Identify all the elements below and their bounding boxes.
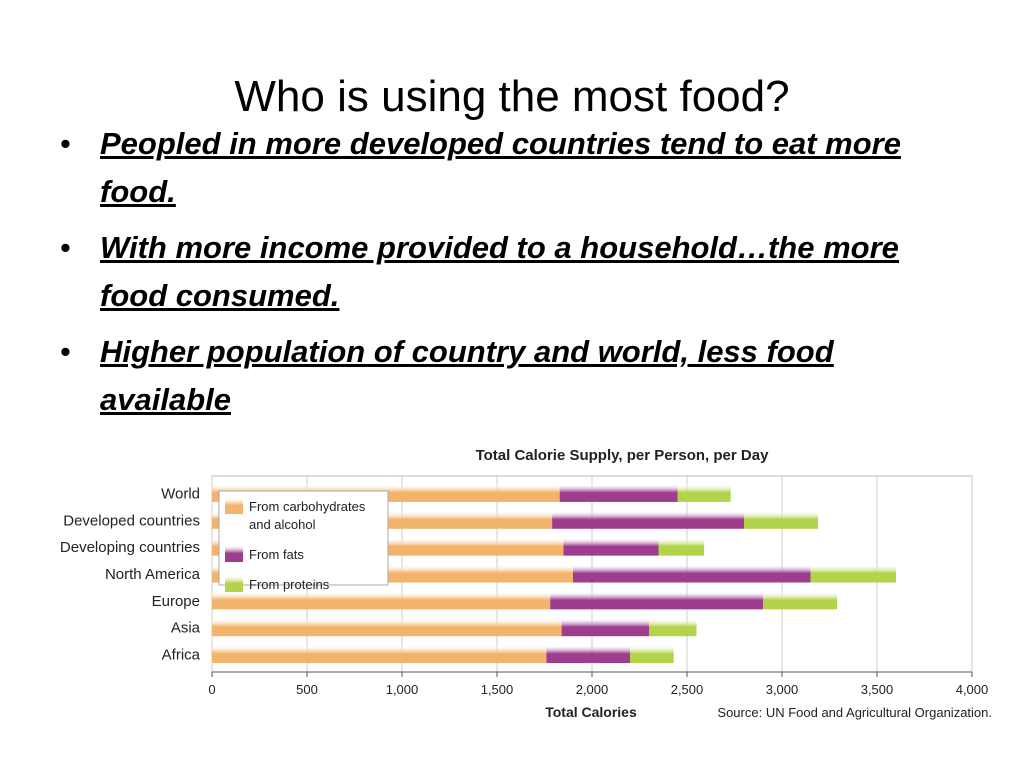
bar-segment <box>212 646 547 664</box>
x-axis-title: Total Calories <box>545 704 637 720</box>
bar-segment <box>763 592 838 610</box>
x-tick-label: 3,000 <box>766 682 799 697</box>
bar-segment <box>561 619 649 637</box>
bar-segment <box>810 565 896 583</box>
bar-segment <box>563 538 659 556</box>
bullet-dot-icon: • <box>60 126 71 161</box>
legend-swatch <box>225 546 243 562</box>
x-tick-label: 1,500 <box>481 682 514 697</box>
category-label: Developing countries <box>60 539 200 556</box>
category-label: Europe <box>152 593 200 610</box>
chart-source: Source: UN Food and Agricultural Organiz… <box>717 705 992 720</box>
x-tick-label: 0 <box>208 682 215 697</box>
legend-swatch <box>225 576 243 592</box>
bullet-text: Higher population of country and world, … <box>100 334 834 417</box>
category-label: Developed countries <box>63 512 200 529</box>
bullet-dot-icon: • <box>60 334 71 369</box>
bullet-item: • Higher population of country and world,… <box>60 328 960 424</box>
bullet-item: • With more income provided to a househol… <box>60 224 960 320</box>
bar-segment <box>212 619 562 637</box>
bar-segment <box>573 565 811 583</box>
bar-segment <box>630 646 674 664</box>
bar-segment <box>649 619 697 637</box>
legend-label: From carbohydrates <box>249 499 366 514</box>
category-label: North America <box>105 566 201 583</box>
bar-segment <box>744 511 819 529</box>
bar-segment <box>546 646 630 664</box>
legend-label: From proteins <box>249 577 330 592</box>
bar-segment <box>658 538 705 556</box>
bullet-list: • Peopled in more developed countries ten… <box>60 120 960 432</box>
legend-label: From fats <box>249 547 304 562</box>
chart-title: Total Calorie Supply, per Person, per Da… <box>476 447 770 464</box>
bullet-item: • Peopled in more developed countries ten… <box>60 120 960 216</box>
bullet-text: With more income provided to a household… <box>100 230 899 313</box>
bar-segment <box>552 511 744 529</box>
x-tick-label: 1,000 <box>386 682 419 697</box>
category-label: World <box>161 485 200 502</box>
legend-label: and alcohol <box>249 517 316 532</box>
legend-swatch <box>225 498 243 514</box>
x-tick-label: 4,000 <box>956 682 989 697</box>
bar-segment <box>559 484 678 502</box>
bar-segment <box>212 592 551 610</box>
category-label: Asia <box>171 620 201 637</box>
x-tick-label: 2,500 <box>671 682 704 697</box>
x-tick-label: 500 <box>296 682 318 697</box>
slide-title: Who is using the most food? <box>234 72 790 122</box>
calorie-chart: Total Calorie Supply, per Person, per Da… <box>60 447 992 720</box>
bullet-text: Peopled in more developed countries tend… <box>100 126 901 209</box>
bar-segment <box>550 592 763 610</box>
legend-box <box>218 490 389 586</box>
category-label: Africa <box>162 647 201 664</box>
x-tick-label: 2,000 <box>576 682 609 697</box>
bullet-dot-icon: • <box>60 230 71 265</box>
x-tick-label: 3,500 <box>861 682 894 697</box>
bar-segment <box>677 484 731 502</box>
